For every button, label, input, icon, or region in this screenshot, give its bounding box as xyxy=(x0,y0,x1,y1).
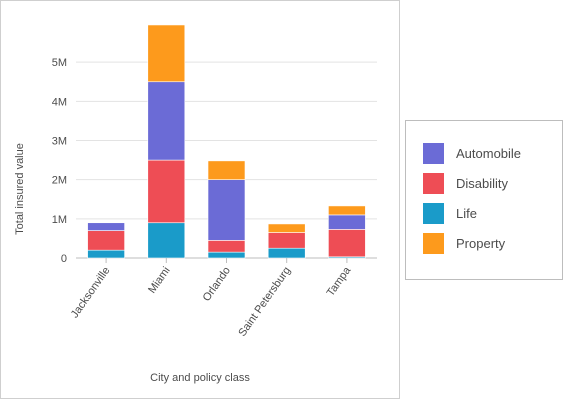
legend-item-property[interactable]: Property xyxy=(423,232,505,254)
bar-segment-disability[interactable] xyxy=(267,232,306,249)
x-axis-ticks: Jacksonville Miami Orlando Saint Petersburg… xyxy=(69,258,354,339)
legend-swatch xyxy=(423,232,444,254)
y-tick-label: 4M xyxy=(52,96,67,108)
y-tick-label: 1M xyxy=(52,214,67,226)
legend-swatch xyxy=(423,172,444,194)
x-tick-label: Orlando xyxy=(201,265,233,304)
bar-segment-life[interactable] xyxy=(147,222,186,259)
bar-segment-life[interactable] xyxy=(87,249,125,259)
bar-segment-property[interactable] xyxy=(207,160,246,180)
legend-swatch xyxy=(423,202,444,224)
bar-segment-life[interactable] xyxy=(267,247,306,259)
legend-label: Life xyxy=(456,205,477,221)
legend-item-automobile[interactable]: Automobile xyxy=(423,142,521,164)
bar-segment-automobile[interactable] xyxy=(207,179,246,241)
bar-segment-property[interactable] xyxy=(328,205,366,216)
chart-panel: 0 1M 2M 3M 4M 5M Jacksonville Miami Orlando Sain… xyxy=(0,0,400,399)
x-tick-label: Tampa xyxy=(325,264,354,299)
legend-item-life[interactable]: Life xyxy=(423,202,477,224)
y-axis-ticks: 0 1M 2M 3M 4M 5M xyxy=(52,57,67,265)
y-tick-label: 2M xyxy=(52,175,67,187)
bar-segment-disability[interactable] xyxy=(207,240,246,253)
bar-segment-disability[interactable] xyxy=(87,230,125,251)
x-tick-label: Jacksonville xyxy=(69,265,113,320)
bar-segment-property[interactable] xyxy=(267,223,306,233)
legend-item-disability[interactable]: Disability xyxy=(423,172,508,194)
y-axis-label: Total insured value xyxy=(14,143,26,235)
bars xyxy=(87,24,366,259)
legend-label: Automobile xyxy=(456,145,522,161)
legend-label: Property xyxy=(456,235,506,251)
bar-segment-life[interactable] xyxy=(207,251,246,259)
bar-segment-automobile[interactable] xyxy=(87,222,125,231)
stacked-bar-chart: 0 1M 2M 3M 4M 5M Jacksonville Miami Orlando Sain… xyxy=(14,24,377,384)
x-tick-label: Saint Petersburg xyxy=(236,265,293,339)
y-tick-label: 3M xyxy=(52,136,67,148)
x-tick-label: Miami xyxy=(146,265,173,296)
bar-segment-disability[interactable] xyxy=(328,229,366,258)
bar-segment-automobile[interactable] xyxy=(147,81,186,161)
legend-swatch xyxy=(423,142,444,164)
y-tick-label: 0 xyxy=(61,253,67,265)
x-axis-label: City and policy class xyxy=(150,372,250,384)
bar-segment-automobile[interactable] xyxy=(328,214,366,230)
y-tick-label: 5M xyxy=(52,57,67,69)
bar-segment-property[interactable] xyxy=(147,24,186,83)
legend: Automobile Disability Life Property xyxy=(405,120,563,280)
legend-label: Disability xyxy=(456,175,509,191)
bar-segment-disability[interactable] xyxy=(147,159,186,224)
